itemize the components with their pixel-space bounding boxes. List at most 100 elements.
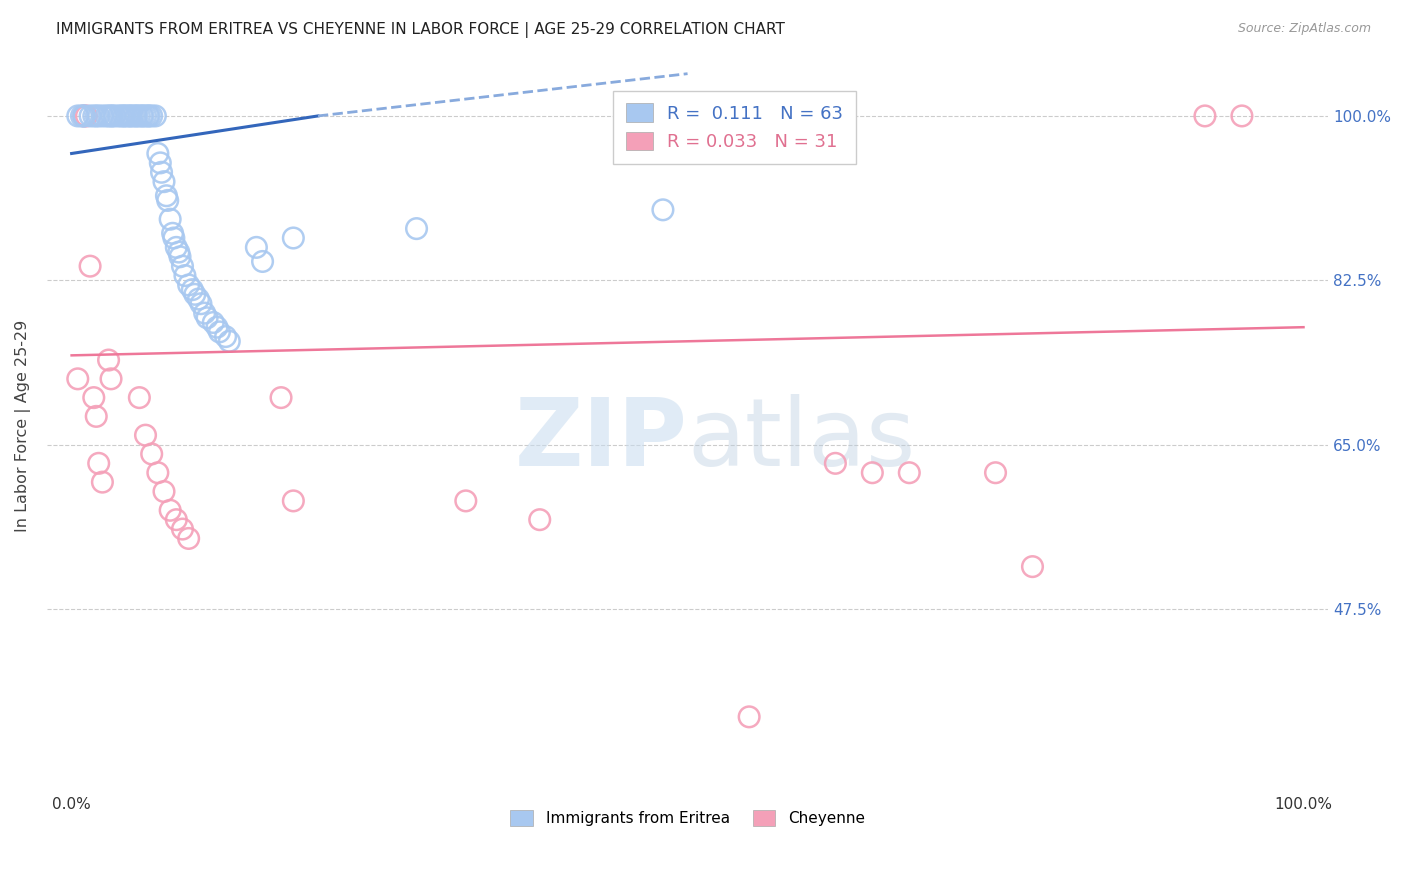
Point — [824, 456, 846, 470]
Point — [252, 254, 274, 268]
Text: IMMIGRANTS FROM ERITREA VS CHEYENNE IN LABOR FORCE | AGE 25-29 CORRELATION CHART: IMMIGRANTS FROM ERITREA VS CHEYENNE IN L… — [56, 22, 785, 38]
Point — [898, 466, 921, 480]
Point — [131, 109, 153, 123]
Point — [135, 109, 157, 123]
Point — [120, 109, 142, 123]
Point — [283, 231, 305, 245]
Point — [177, 532, 200, 546]
Point — [153, 175, 176, 189]
Point — [159, 503, 181, 517]
Point — [205, 320, 228, 334]
Point — [84, 109, 107, 123]
Point — [159, 212, 181, 227]
Point — [94, 109, 117, 123]
Point — [163, 231, 186, 245]
Point — [270, 391, 292, 405]
Point — [155, 188, 177, 202]
Point — [79, 259, 101, 273]
Point — [529, 513, 551, 527]
Point — [107, 109, 129, 123]
Point — [122, 109, 145, 123]
Point — [83, 109, 105, 123]
Point — [141, 109, 163, 123]
Point — [181, 283, 204, 297]
Point — [128, 109, 150, 123]
Point — [1021, 559, 1043, 574]
Point — [208, 325, 231, 339]
Point — [202, 316, 225, 330]
Point — [165, 513, 187, 527]
Point — [1194, 109, 1216, 123]
Point — [195, 310, 218, 325]
Point — [146, 146, 169, 161]
Point — [405, 221, 427, 235]
Point — [454, 494, 477, 508]
Point — [146, 466, 169, 480]
Point — [172, 259, 194, 273]
Point — [150, 165, 173, 179]
Point — [190, 296, 212, 310]
Y-axis label: In Labor Force | Age 25-29: In Labor Force | Age 25-29 — [15, 319, 31, 532]
Point — [83, 391, 105, 405]
Point — [112, 109, 135, 123]
Legend: Immigrants from Eritrea, Cheyenne: Immigrants from Eritrea, Cheyenne — [501, 801, 875, 836]
Point — [73, 109, 96, 123]
Point — [177, 277, 200, 292]
Point — [135, 428, 157, 442]
Point — [283, 494, 305, 508]
Point — [97, 109, 120, 123]
Point — [87, 109, 110, 123]
Point — [75, 109, 97, 123]
Point — [184, 287, 207, 301]
Point — [115, 109, 138, 123]
Point — [100, 372, 122, 386]
Point — [101, 109, 124, 123]
Point — [194, 306, 217, 320]
Text: atlas: atlas — [688, 394, 915, 486]
Point — [125, 109, 148, 123]
Point — [245, 240, 267, 254]
Point — [132, 109, 155, 123]
Point — [141, 447, 163, 461]
Point — [149, 156, 172, 170]
Point — [91, 475, 114, 489]
Text: Source: ZipAtlas.com: Source: ZipAtlas.com — [1237, 22, 1371, 36]
Point — [128, 391, 150, 405]
Point — [66, 109, 89, 123]
Text: ZIP: ZIP — [515, 394, 688, 486]
Point — [218, 334, 240, 349]
Point — [100, 109, 122, 123]
Point — [165, 240, 187, 254]
Point — [118, 109, 141, 123]
Point — [84, 409, 107, 424]
Point — [738, 710, 761, 724]
Point — [66, 372, 89, 386]
Point — [73, 109, 96, 123]
Point — [1230, 109, 1253, 123]
Point — [984, 466, 1007, 480]
Point — [651, 202, 673, 217]
Point — [138, 109, 160, 123]
Point — [136, 109, 159, 123]
Point — [145, 109, 167, 123]
Point — [172, 522, 194, 536]
Point — [110, 109, 132, 123]
Point — [70, 109, 93, 123]
Point — [187, 292, 209, 306]
Point — [104, 109, 127, 123]
Point — [73, 109, 96, 123]
Point — [114, 109, 136, 123]
Point — [860, 466, 883, 480]
Point — [97, 353, 120, 368]
Point — [169, 250, 191, 264]
Point — [79, 109, 101, 123]
Point — [167, 245, 190, 260]
Point — [87, 456, 110, 470]
Point — [156, 194, 179, 208]
Point — [91, 109, 114, 123]
Point — [162, 227, 184, 241]
Point — [124, 109, 146, 123]
Point — [214, 329, 236, 343]
Point — [174, 268, 197, 283]
Point — [153, 484, 176, 499]
